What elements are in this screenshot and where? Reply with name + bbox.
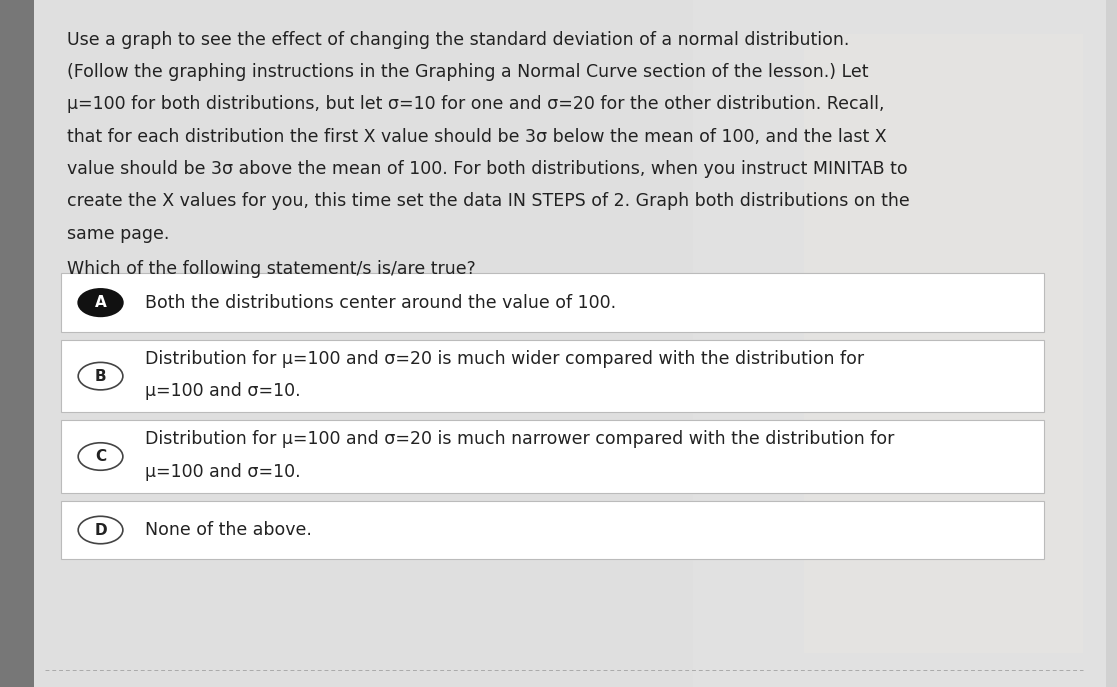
Circle shape: [78, 289, 123, 317]
Text: that for each distribution the first X value should be 3σ below the mean of 100,: that for each distribution the first X v…: [67, 128, 887, 146]
FancyBboxPatch shape: [61, 501, 1044, 559]
Text: A: A: [95, 295, 106, 310]
Text: Which of the following statement/s is/are true?: Which of the following statement/s is/ar…: [67, 260, 476, 278]
FancyBboxPatch shape: [61, 420, 1044, 493]
Text: Distribution for μ=100 and σ=20 is much wider compared with the distribution for: Distribution for μ=100 and σ=20 is much …: [145, 350, 865, 368]
Text: μ=100 and σ=10.: μ=100 and σ=10.: [145, 382, 300, 401]
Circle shape: [78, 443, 123, 471]
Text: value should be 3σ above the mean of 100. For both distributions, when you instr: value should be 3σ above the mean of 100…: [67, 160, 908, 178]
FancyBboxPatch shape: [693, 0, 1117, 687]
Text: B: B: [95, 369, 106, 383]
FancyBboxPatch shape: [34, 0, 1106, 687]
FancyBboxPatch shape: [0, 0, 34, 687]
FancyBboxPatch shape: [61, 340, 1044, 412]
Text: C: C: [95, 449, 106, 464]
Text: Distribution for μ=100 and σ=20 is much narrower compared with the distribution : Distribution for μ=100 and σ=20 is much …: [145, 430, 895, 449]
Text: same page.: same page.: [67, 225, 170, 243]
Text: μ=100 and σ=10.: μ=100 and σ=10.: [145, 462, 300, 481]
FancyBboxPatch shape: [61, 273, 1044, 332]
FancyBboxPatch shape: [804, 34, 1083, 653]
Circle shape: [78, 363, 123, 390]
Text: None of the above.: None of the above.: [145, 521, 312, 539]
Text: Both the distributions center around the value of 100.: Both the distributions center around the…: [145, 293, 617, 312]
Text: create the X values for you, this time set the data IN STEPS of 2. Graph both di: create the X values for you, this time s…: [67, 192, 909, 210]
Text: μ=100 for both distributions, but let σ=10 for one and σ=20 for the other distri: μ=100 for both distributions, but let σ=…: [67, 95, 885, 113]
Text: D: D: [94, 523, 107, 537]
Text: Use a graph to see the effect of changing the standard deviation of a normal dis: Use a graph to see the effect of changin…: [67, 31, 849, 49]
Circle shape: [78, 517, 123, 544]
Text: (Follow the graphing instructions in the Graphing a Normal Curve section of the : (Follow the graphing instructions in the…: [67, 63, 869, 81]
